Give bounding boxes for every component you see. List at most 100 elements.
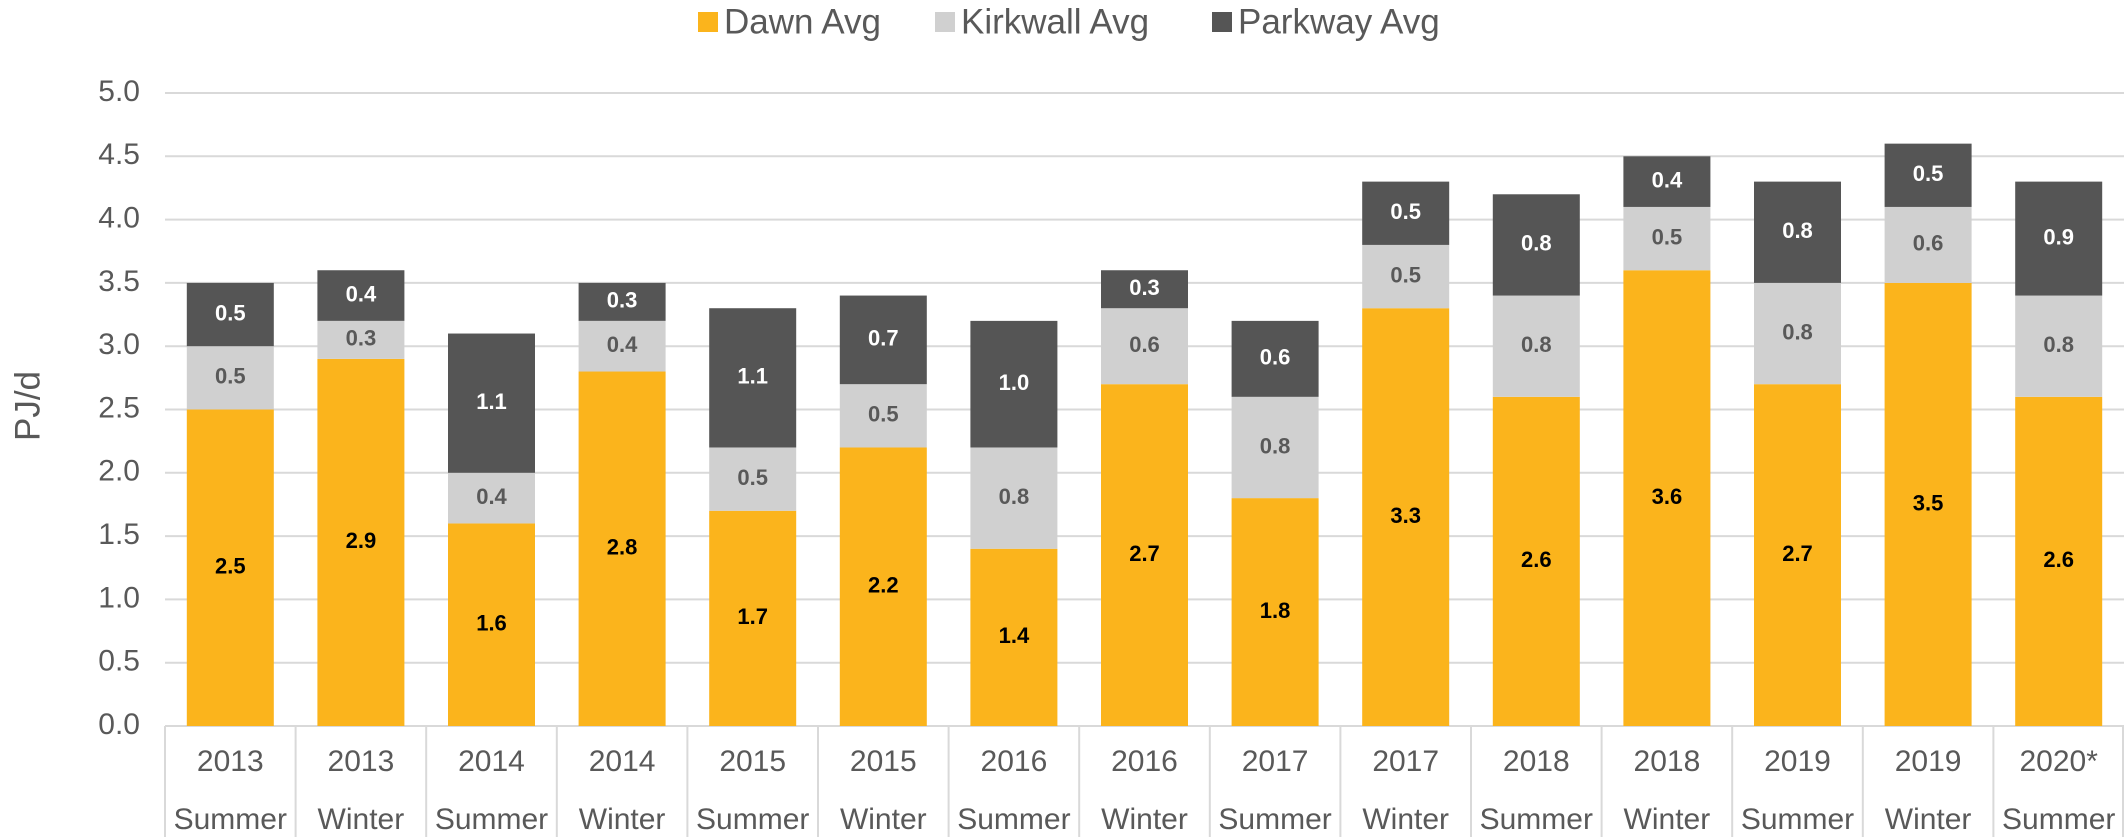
data-label: 2.6 <box>1521 547 1552 572</box>
data-label: 0.5 <box>868 402 899 427</box>
data-label: 1.6 <box>476 611 507 636</box>
data-label: 0.6 <box>1260 345 1291 370</box>
data-label: 0.5 <box>1390 262 1421 287</box>
x-tick-label: 2018 <box>1503 745 1570 778</box>
bar-segment <box>1231 396 1319 499</box>
data-label: 0.8 <box>1260 433 1291 458</box>
x-tick-label: 2013 <box>328 745 395 778</box>
data-label: 2.7 <box>1782 541 1813 566</box>
bar-segment <box>1623 206 1711 271</box>
bar-segment <box>317 358 405 726</box>
x-tick-label: 2015 <box>719 745 786 778</box>
data-label: 0.5 <box>737 465 768 490</box>
bar-segment <box>578 320 666 372</box>
bar-segment <box>1884 282 1972 726</box>
data-label: 0.5 <box>215 364 246 389</box>
data-label: 0.5 <box>1390 199 1421 224</box>
bar-segment <box>1101 308 1188 385</box>
bar-segment <box>448 472 535 524</box>
x-tick-label: 2015 <box>850 745 917 778</box>
bar-segment <box>709 308 797 448</box>
data-label: 0.6 <box>1913 231 1944 256</box>
bar-segment <box>1623 270 1711 726</box>
y-axis-title: PJ/d <box>8 371 47 441</box>
data-label: 0.3 <box>1129 275 1160 300</box>
bar-segment <box>970 447 1058 549</box>
bar-segment <box>1362 244 1450 309</box>
y-tick-label: 0.0 <box>98 708 140 741</box>
bar-segment <box>317 270 405 321</box>
bar-segment <box>1492 396 1580 726</box>
x-tick-label: 2014 <box>458 745 525 778</box>
y-tick-label: 5.0 <box>98 75 140 108</box>
bar-segment <box>1101 270 1188 309</box>
data-label: 1.7 <box>737 604 768 629</box>
x-tick-label: Winter <box>1885 803 1972 836</box>
y-tick-label: 3.0 <box>98 328 140 361</box>
bar-segment <box>1623 156 1711 207</box>
data-label: 0.5 <box>1913 161 1944 186</box>
legend-label: Parkway Avg <box>1238 2 1440 41</box>
y-tick-label: 2.0 <box>98 455 140 488</box>
x-tick-label: Summer <box>957 803 1070 836</box>
x-tick-label: 2014 <box>589 745 656 778</box>
data-label: 3.3 <box>1390 503 1421 528</box>
bar-segment <box>186 409 274 726</box>
bar-segment <box>1231 498 1319 726</box>
data-label: 2.9 <box>346 528 377 553</box>
data-label: 0.8 <box>1782 218 1813 243</box>
bar-segment <box>709 447 797 511</box>
data-label: 0.6 <box>1129 332 1160 357</box>
data-label: 0.4 <box>607 332 638 357</box>
bar-segment <box>970 320 1058 448</box>
data-label: 1.1 <box>737 364 768 389</box>
data-label: 0.5 <box>215 300 246 325</box>
legend-swatch <box>698 12 718 32</box>
bar-segment <box>1754 181 1841 283</box>
data-label: 0.4 <box>346 281 377 306</box>
bar-segment <box>1362 181 1450 245</box>
legend-swatch <box>935 12 955 32</box>
bar-segment <box>1754 282 1841 385</box>
bar-segment <box>1884 206 1972 283</box>
x-tick-label: Summer <box>1480 803 1593 836</box>
bar-segment <box>1754 384 1841 726</box>
data-label: 2.5 <box>215 554 246 579</box>
y-tick-label: 0.5 <box>98 645 140 678</box>
y-tick-label: 1.5 <box>98 518 140 551</box>
x-tick-label: Summer <box>174 803 287 836</box>
x-tick-label: Winter <box>840 803 927 836</box>
bar-segment <box>1492 194 1580 296</box>
bar-segment <box>2015 295 2103 397</box>
data-label: 3.6 <box>1652 484 1683 509</box>
bar-segment <box>1362 308 1450 726</box>
data-label: 1.8 <box>1260 598 1291 623</box>
data-label: 2.8 <box>607 535 638 560</box>
y-tick-label: 2.5 <box>98 391 140 424</box>
x-tick-label: Winter <box>318 803 405 836</box>
data-label: 0.8 <box>1521 231 1552 256</box>
data-label: 0.8 <box>1782 319 1813 344</box>
x-tick-label: 2016 <box>981 745 1048 778</box>
legend-label: Dawn Avg <box>724 2 881 41</box>
bar-segment <box>186 282 274 347</box>
bar-segment <box>578 282 666 321</box>
data-label: 2.2 <box>868 573 899 598</box>
x-tick-label: 2020* <box>2019 745 2098 778</box>
bar-segment <box>2015 181 2103 296</box>
legend-swatch <box>1212 12 1232 32</box>
x-tick-label: Winter <box>1362 803 1449 836</box>
y-tick-label: 3.5 <box>98 265 140 298</box>
data-label: 3.5 <box>1913 490 1944 515</box>
x-tick-label: Summer <box>696 803 809 836</box>
x-tick-label: 2017 <box>1242 745 1309 778</box>
data-label: 0.8 <box>2043 332 2074 357</box>
data-label: 1.4 <box>999 623 1030 648</box>
data-label: 0.9 <box>2043 224 2074 249</box>
data-label: 0.7 <box>868 326 899 351</box>
data-label: 0.3 <box>607 288 638 313</box>
x-tick-label: Summer <box>2002 803 2115 836</box>
bar-segment <box>186 346 274 410</box>
bar-segment <box>709 510 797 726</box>
